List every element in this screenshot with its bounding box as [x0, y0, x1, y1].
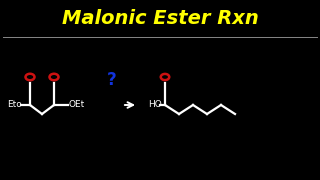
Text: Eto: Eto [7, 100, 21, 109]
Text: ?: ? [107, 71, 117, 89]
Text: HO: HO [148, 100, 162, 109]
Text: Malonic Ester Rxn: Malonic Ester Rxn [62, 8, 258, 28]
Text: OEt: OEt [69, 100, 85, 109]
